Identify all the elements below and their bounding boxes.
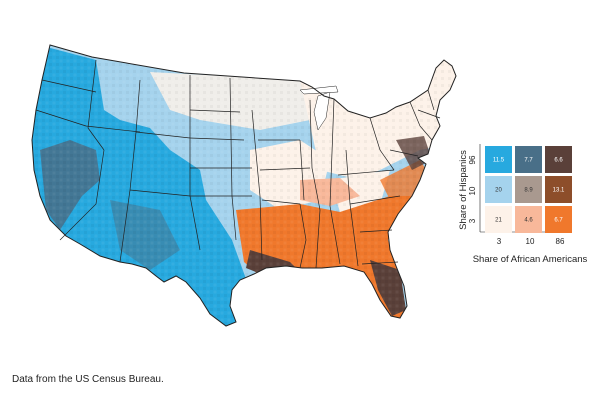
legend-cell-bottom-left: [485, 206, 512, 233]
lake-superior: [299, 85, 339, 95]
legend-cell-bottom-middle: [515, 206, 542, 233]
legend-y-tick-mid: 10: [468, 186, 477, 195]
east-borders: [337, 117, 419, 265]
legend-cell-value-bottom-right: 6.7: [554, 218, 563, 224]
legend-cell-middle-right: [545, 176, 572, 203]
legend-cell-top-left: [485, 146, 512, 173]
great-lakes: [299, 85, 339, 131]
legend-y-axis-title: Share of Hispanics: [458, 150, 469, 230]
legend-x-tick-high: 86: [556, 237, 565, 246]
legend-cell-middle-middle: [515, 176, 542, 203]
west-coast-borders: [35, 59, 141, 241]
legend-x-tick-mid: 10: [526, 237, 535, 246]
mountain-borders: [119, 75, 201, 263]
us-outline: [31, 44, 457, 327]
legend-cell-bottom-right: [545, 206, 572, 233]
legend-cell-top-right: [545, 146, 572, 173]
legend-cell-value-top-left: 11.5: [493, 158, 505, 164]
bivariate-legend: 11.5 7.7 6.6 20 8.9 13.1 21 4.6 6.7 3 10 96 3 10…: [458, 144, 588, 265]
legend-cell-top-middle: [515, 146, 542, 173]
legend-x-tick-low: 3: [497, 237, 502, 246]
legend-y-tick-low: 3: [468, 218, 477, 223]
legend-cell-value-bottom-left: 21: [495, 218, 502, 224]
legend-cell-value-top-right: 6.6: [554, 158, 563, 164]
legend-y-tick-high: 96: [468, 155, 477, 164]
central-borders: [251, 109, 311, 269]
source-note: Data from the US Census Bureau.: [12, 374, 164, 385]
legend-cell-value-middle-left: 20: [495, 188, 502, 194]
state-borders: [31, 44, 457, 327]
plains-borders: [189, 77, 252, 241]
legend-cell-middle-left: [485, 176, 512, 203]
new-england-borders: [409, 89, 441, 141]
legend-cell-value-middle-middle: 8.9: [524, 188, 533, 194]
legend-x-axis-title: Share of African Americans: [473, 254, 588, 265]
legend-cell-value-top-middle: 7.7: [524, 158, 533, 164]
legend-cell-value-bottom-middle: 4.6: [524, 218, 533, 224]
legend-cell-value-middle-right: 13.1: [553, 188, 565, 194]
midsouth-borders: [299, 98, 359, 269]
